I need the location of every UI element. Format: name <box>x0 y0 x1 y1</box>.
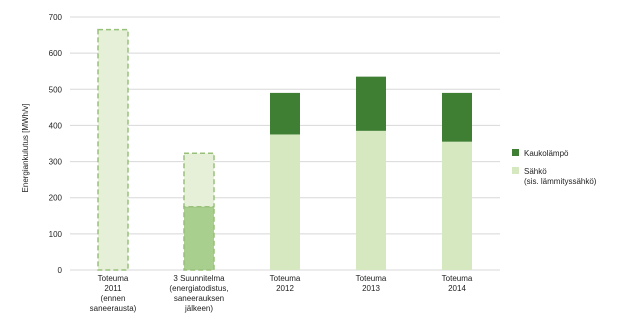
x-tick-label-line: 2014 <box>448 284 466 293</box>
y-tick-label: 700 <box>49 13 63 22</box>
x-tick-label-line: (ennen <box>101 294 126 303</box>
bar-dashed-segment <box>183 152 215 208</box>
x-tick-label-line: 2013 <box>362 284 380 293</box>
x-tick-label-line: 2012 <box>276 284 294 293</box>
bar-dashed-segment <box>183 206 215 271</box>
legend-swatch <box>512 149 519 156</box>
x-tick-label-line: 3 Suunnitelma <box>173 274 225 283</box>
x-tick-label-line: 2011 <box>104 284 122 293</box>
bar-dashed-segment <box>97 28 129 271</box>
y-tick-label: 400 <box>49 121 63 130</box>
legend-label: Kaukolämpö <box>524 149 569 158</box>
x-tick-label: Toteuma 2014 <box>442 274 473 293</box>
x-tick-label-line: Toteuma <box>98 274 129 283</box>
bar-segment <box>442 141 472 270</box>
legend-label-line: (sis. lämmityssähkö) <box>524 177 597 186</box>
x-tick-label: Toteuma 2011 (ennen saneerausta) <box>90 274 137 313</box>
x-tick-label: Toteuma 2012 <box>270 274 301 293</box>
x-tick-label-line: Toteuma <box>356 274 387 283</box>
legend-label-line: Kaukolämpö <box>524 149 569 158</box>
bar-segment <box>356 76 386 131</box>
bars <box>97 28 472 271</box>
bar-segment <box>442 92 472 142</box>
x-tick-label: Toteuma 2013 <box>356 274 387 293</box>
x-tick-label-line: Toteuma <box>270 274 301 283</box>
legend-swatch <box>512 167 519 174</box>
bar-segment <box>356 130 386 270</box>
bar-segment <box>270 134 300 270</box>
x-tick-label: 3 Suunnitelma (energiatodistus, saneerauks… <box>169 274 228 313</box>
legend: Kaukolämpö Sähkö (sis. lämmityssähkö) <box>512 149 597 186</box>
x-tick-label-line: saneerausta) <box>90 304 137 313</box>
bar-segment <box>270 92 300 135</box>
y-tick-label: 0 <box>58 266 63 275</box>
legend-label-line: Sähkö <box>524 167 547 176</box>
legend-label: Sähkö (sis. lämmityssähkö) <box>524 167 597 186</box>
x-tick-label-line: saneerauksen <box>174 294 224 303</box>
y-axis-ticks: 0 100 200 300 400 500 600 700 <box>49 13 63 275</box>
y-tick-label: 300 <box>49 158 63 167</box>
y-tick-label: 200 <box>49 194 63 203</box>
x-tick-label-line: Toteuma <box>442 274 473 283</box>
x-axis-labels: Toteuma 2011 (ennen saneerausta)3 Suunnitel… <box>90 274 473 313</box>
y-axis-label: Energiankulutus [MWh/v] <box>21 104 30 193</box>
y-tick-label: 600 <box>49 49 63 58</box>
y-tick-label: 100 <box>49 230 63 239</box>
y-tick-label: 500 <box>49 85 63 94</box>
x-tick-label-line: jälkeen) <box>184 304 213 313</box>
x-tick-label-line: (energiatodistus, <box>169 284 228 293</box>
